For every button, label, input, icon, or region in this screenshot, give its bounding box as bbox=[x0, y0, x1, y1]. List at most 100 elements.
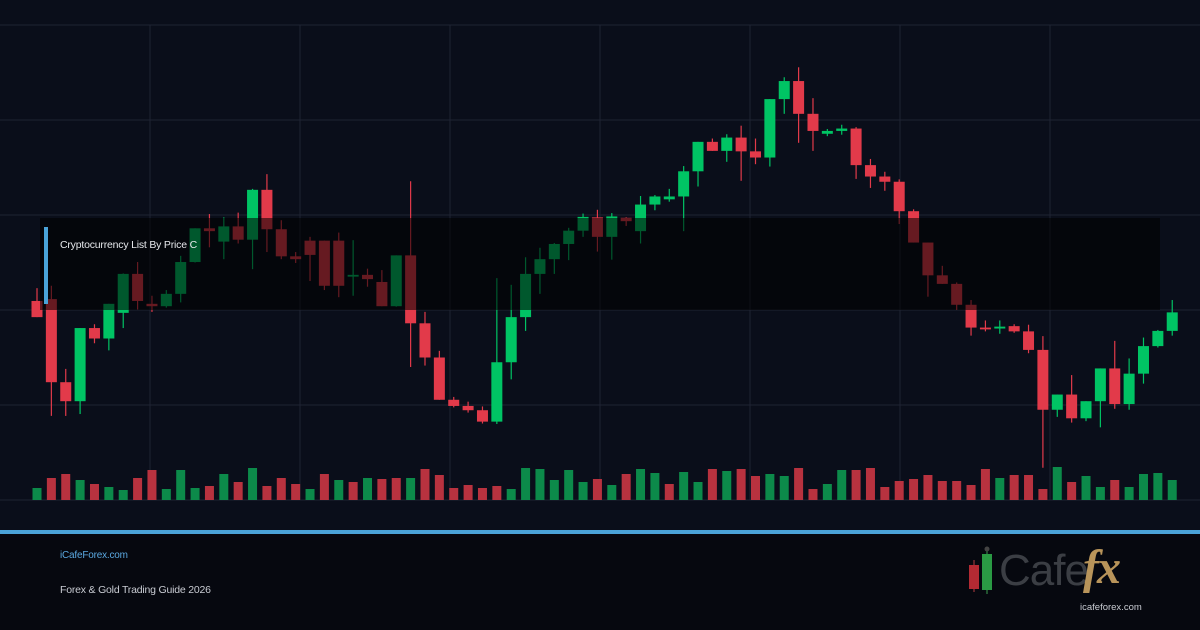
volume-bar bbox=[693, 482, 703, 500]
volume-bar bbox=[291, 484, 301, 500]
candle bbox=[88, 324, 100, 344]
volume-bar bbox=[406, 478, 416, 500]
candle bbox=[994, 320, 1006, 334]
volume-bar bbox=[147, 470, 157, 500]
volume-bar bbox=[262, 486, 272, 500]
candle bbox=[31, 288, 43, 318]
candle bbox=[1037, 336, 1049, 468]
volume-bar bbox=[75, 480, 85, 500]
volume-bar bbox=[779, 476, 789, 500]
volume-bar bbox=[751, 476, 760, 500]
candle bbox=[1051, 394, 1063, 417]
volume-bar bbox=[1038, 489, 1048, 500]
volume-bar bbox=[837, 470, 847, 500]
icafefx-logo: Cafe fx icafeforex.com bbox=[965, 540, 1165, 620]
candle bbox=[476, 406, 488, 424]
volume-bar bbox=[204, 486, 214, 500]
volume-bar bbox=[477, 488, 487, 500]
volume-bar bbox=[219, 474, 229, 500]
candle bbox=[850, 127, 862, 179]
candle bbox=[750, 138, 761, 165]
volume-bar bbox=[233, 482, 243, 500]
candle bbox=[793, 67, 805, 143]
volume-bar bbox=[578, 482, 588, 500]
candle bbox=[649, 195, 661, 211]
volume-bar bbox=[923, 475, 933, 500]
guide-title: Forex & Gold Trading Guide 2026 bbox=[60, 584, 211, 596]
volume-bar bbox=[319, 474, 329, 500]
accent-divider bbox=[0, 530, 1200, 534]
volume-bar bbox=[851, 470, 861, 500]
volume-bar bbox=[89, 484, 99, 500]
candle bbox=[1123, 358, 1135, 410]
site-link[interactable]: iCafeForex.com bbox=[60, 550, 128, 561]
volume-bar bbox=[621, 474, 631, 500]
volume-bar bbox=[248, 468, 258, 500]
volume-bar bbox=[564, 470, 574, 500]
volume-bar bbox=[607, 485, 617, 500]
volume-bar bbox=[1138, 474, 1148, 500]
candle bbox=[821, 129, 833, 137]
candle bbox=[692, 141, 704, 187]
volume-bar bbox=[966, 485, 976, 500]
volume-bar bbox=[61, 474, 71, 500]
volume-bar bbox=[1081, 476, 1091, 500]
footer bbox=[0, 534, 1200, 630]
volume-bar bbox=[535, 469, 545, 500]
candle bbox=[721, 134, 733, 162]
logo-word: Cafe bbox=[999, 546, 1089, 595]
volume-bar bbox=[1067, 482, 1077, 500]
candle bbox=[1066, 375, 1078, 423]
volume-bar bbox=[592, 479, 602, 500]
volume-bar bbox=[46, 478, 56, 500]
candle bbox=[1137, 337, 1149, 384]
volume-bar bbox=[521, 468, 531, 500]
volume-bar bbox=[1009, 475, 1019, 500]
candle bbox=[1023, 324, 1035, 354]
candle bbox=[807, 98, 819, 151]
volume-bar bbox=[909, 479, 919, 500]
volume-bar bbox=[506, 489, 516, 500]
volume-bar bbox=[722, 471, 732, 500]
volume-bar bbox=[377, 479, 387, 500]
candle bbox=[864, 158, 876, 188]
logo-subtitle: icafeforex.com bbox=[1080, 602, 1142, 613]
volume-bar bbox=[549, 480, 559, 500]
candle bbox=[879, 171, 891, 191]
volume-bar bbox=[161, 489, 171, 500]
volume-bars bbox=[32, 467, 1177, 500]
candle bbox=[1152, 329, 1164, 348]
logo-candles-icon bbox=[969, 546, 992, 594]
volume-bar bbox=[980, 469, 990, 500]
volume-bar bbox=[880, 487, 890, 500]
volume-bar bbox=[305, 489, 315, 500]
headline-accent-bar bbox=[44, 227, 48, 304]
volume-bar bbox=[1153, 473, 1163, 500]
candle bbox=[836, 124, 848, 135]
candle bbox=[74, 328, 86, 415]
candle bbox=[893, 179, 905, 225]
volume-bar bbox=[952, 481, 962, 500]
volume-bar bbox=[794, 468, 804, 500]
volume-bar bbox=[276, 478, 286, 500]
logo-fx: fx bbox=[1083, 541, 1121, 594]
volume-bar bbox=[1024, 475, 1034, 500]
volume-bar bbox=[176, 470, 186, 500]
candle bbox=[462, 401, 474, 413]
candle bbox=[706, 138, 718, 151]
candle bbox=[433, 350, 445, 400]
volume-bar bbox=[1110, 480, 1120, 500]
volume-bar bbox=[1124, 487, 1134, 500]
volume-bar bbox=[636, 469, 646, 500]
candle bbox=[60, 368, 72, 416]
candle bbox=[979, 320, 991, 332]
volume-bar bbox=[32, 488, 42, 500]
volume-bar bbox=[363, 478, 373, 500]
volume-bar bbox=[937, 481, 947, 500]
candle bbox=[1008, 324, 1020, 333]
volume-bar bbox=[765, 474, 775, 500]
volume-bar bbox=[1095, 487, 1105, 500]
volume-bar bbox=[865, 468, 875, 500]
volume-bar bbox=[133, 478, 143, 500]
candle bbox=[1080, 401, 1092, 422]
